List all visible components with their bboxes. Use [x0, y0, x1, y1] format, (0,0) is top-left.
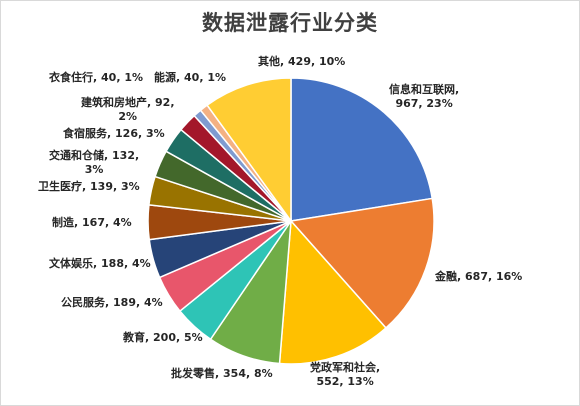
data-label: 卫生医疗, 139, 3%	[38, 180, 140, 193]
data-label: 批发零售, 354, 8%	[171, 367, 273, 380]
data-label: 交通和仓储, 132, 3%	[49, 149, 140, 176]
data-label: 金融, 687, 16%	[435, 270, 523, 283]
data-label: 建筑和房地产, 92, 2%	[81, 96, 175, 123]
data-label: 衣食住行, 40, 1%	[49, 71, 143, 84]
pie-slice	[206, 77, 292, 224]
pie-slice	[278, 219, 387, 365]
data-label: 党政军和社会, 552, 13%	[310, 361, 381, 388]
pie-slice	[289, 197, 435, 330]
data-label: 其他, 429, 10%	[258, 55, 346, 68]
data-label: 制造, 167, 4%	[52, 216, 132, 229]
data-label: 信息和互联网, 967, 23%	[389, 83, 460, 110]
chart-title: 数据泄露行业分类	[202, 11, 378, 35]
data-label: 食宿服务, 126, 3%	[63, 127, 165, 140]
pie-slice	[290, 77, 434, 222]
data-label: 文体娱乐, 188, 4%	[49, 257, 151, 270]
data-label: 公民服务, 189, 4%	[61, 296, 163, 309]
data-label: 教育, 200, 5%	[123, 331, 203, 344]
data-label: 能源, 40, 1%	[154, 71, 226, 84]
